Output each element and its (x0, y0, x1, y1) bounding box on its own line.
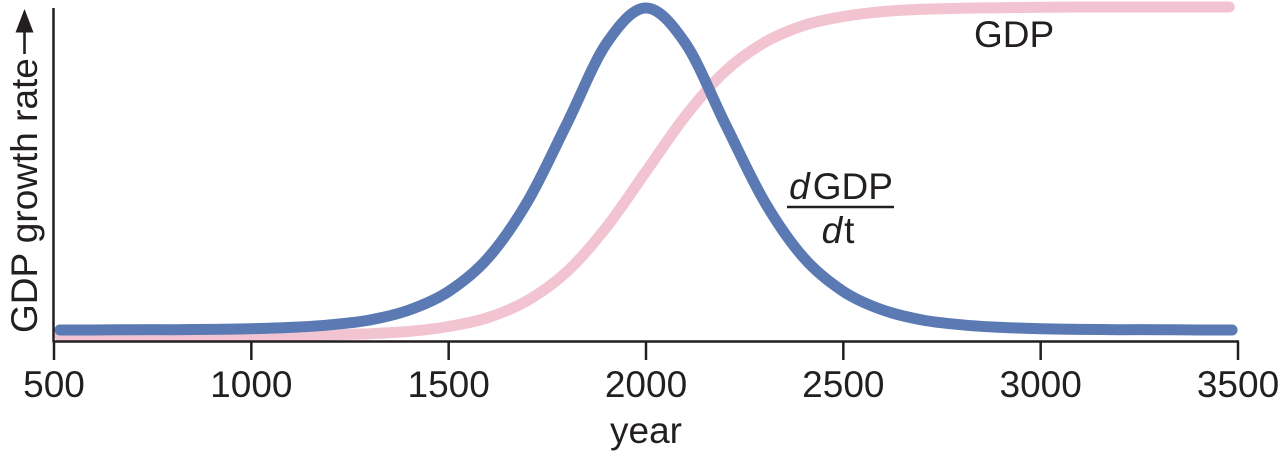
y-axis-title-text: GDP growth rate (4, 58, 45, 333)
fraction-numerator: dGDP (789, 166, 893, 207)
curve-layer (54, 1, 1238, 342)
x-tick-label-3000: 3000 (1000, 364, 1082, 405)
x-axis-ticks: 500 1000 1500 2000 2500 3000 3500 (23, 341, 1279, 405)
derivative-curve-label: dGDP dt (787, 166, 894, 251)
x-tick-label-1500: 1500 (408, 364, 490, 405)
numerator-d: d (789, 166, 811, 207)
x-tick-label-2000: 2000 (605, 364, 687, 405)
up-arrow-icon (15, 9, 34, 54)
denominator-d: d (822, 210, 844, 251)
x-tick-label-500: 500 (23, 364, 85, 405)
x-tick-label-3500: 3500 (1197, 364, 1279, 405)
x-tick-label-1000: 1000 (210, 364, 292, 405)
numerator-gdp: GDP (813, 166, 893, 207)
denominator-t: t (844, 210, 855, 251)
x-tick-label-2500: 2500 (802, 364, 884, 405)
y-axis-title: GDP growth rate (4, 9, 45, 333)
fraction-denominator: dt (822, 210, 856, 251)
gdp-curve-label: GDP (974, 14, 1054, 55)
gdp-curve (54, 1, 1235, 342)
derivative-curve (54, 2, 1238, 336)
x-axis-title: year (610, 410, 682, 451)
